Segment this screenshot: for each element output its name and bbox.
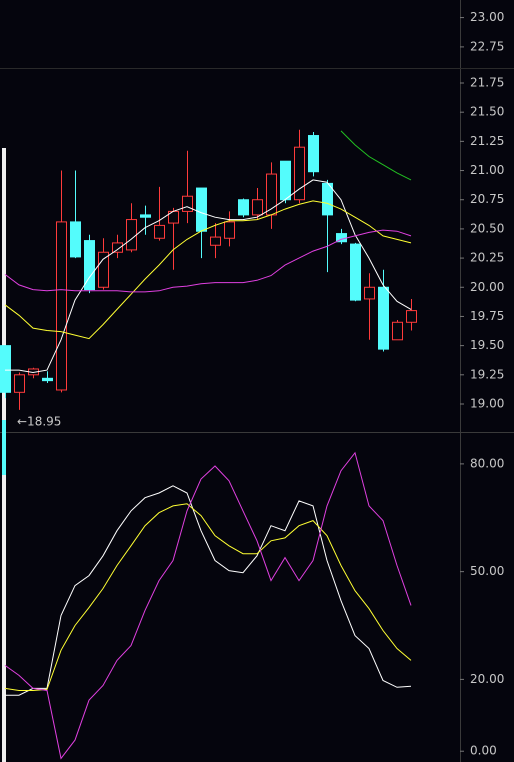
y-tick-label: 19.50 [470,338,504,352]
candle-body [98,251,109,288]
y-tick-label: 20.75 [470,192,504,206]
candle-body [224,221,235,239]
y-tick-label: 19.75 [470,309,504,323]
candle-body [126,219,137,251]
y-tick-label: 20.00 [470,280,504,294]
candle-body [294,146,305,201]
y-tick-label: 21.00 [470,163,504,177]
y-tick-label: 0.00 [470,744,497,758]
y-tick-label: 21.25 [470,134,504,148]
low-annotation: ←18.95 [17,414,61,428]
candle-body [364,286,375,300]
candle-body [238,199,249,216]
candle-body [112,242,123,253]
candle-body [210,236,221,246]
candle-body [308,135,319,173]
candle-body [140,214,151,218]
y-tick-label: 19.25 [470,367,504,381]
candle-body [56,221,67,391]
y-tick-label: 20.25 [470,251,504,265]
y-tick-label: 21.75 [470,76,504,90]
panel [4,451,412,760]
indicator-line [340,130,412,181]
y-tick-label: 80.00 [470,456,504,470]
candle-body [70,221,81,258]
candle-body [42,377,53,382]
candle-body [350,243,361,301]
y-tick-label: 19.00 [470,396,504,410]
y-tick-label: 21.50 [470,105,504,119]
candle-body [196,187,207,232]
candle-body [406,310,417,323]
indicator-line [4,451,412,760]
indicator-line [4,503,412,691]
candle-body [14,374,25,393]
y-tick-label: 20.00 [470,672,504,686]
candle-body [378,286,389,350]
y-tick-label: 23.00 [470,10,504,24]
panel: ←18.95 [0,129,417,428]
y-tick-label: 50.00 [470,564,504,578]
scroll-bar-segment [2,420,6,475]
y-tick-label: 22.75 [470,39,504,53]
indicator-line [4,200,412,340]
candle-body [322,182,333,216]
y-tick-label: 20.50 [470,221,504,235]
indicator-line [4,229,412,293]
candle-body [280,160,291,201]
candle-body [182,195,193,212]
candle-body [84,240,95,291]
candle-body [154,224,165,239]
indicator-line [5,179,412,374]
indicator-line [5,485,412,696]
candle-body [0,345,11,393]
candle-body [392,321,403,341]
candle-body [252,199,263,216]
